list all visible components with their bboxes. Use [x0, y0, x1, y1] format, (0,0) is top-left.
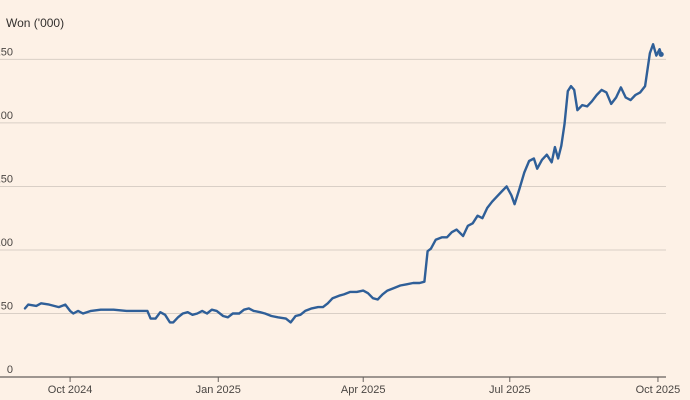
y-tick-label: 50: [1, 300, 13, 312]
x-tick-labels: Oct 2024 Jan 2025 Apr 2025 Jul 2025 Oct 2025: [48, 377, 680, 396]
y-tick-label: 150: [0, 173, 13, 185]
x-tick-label: Jan 2025: [196, 384, 241, 396]
x-tick-label: Jul 2025: [489, 384, 531, 396]
series-group: [23, 43, 664, 324]
y-axis-label: Won ('000): [6, 16, 64, 30]
x-tick-label: Oct 2025: [636, 384, 681, 396]
y-tick-label: 0: [7, 364, 13, 376]
y-tick-labels: 0 50 100 150 200 250: [0, 46, 13, 376]
y-tick-label: 100: [0, 237, 13, 249]
y-tick-label: 200: [0, 110, 13, 122]
x-tick-label: Apr 2025: [341, 384, 386, 396]
series-end-point: [658, 51, 664, 57]
x-tick-label: Oct 2024: [48, 384, 93, 396]
series-line: [23, 43, 663, 324]
y-tick-label: 250: [0, 46, 13, 58]
gridlines: [0, 58, 666, 378]
